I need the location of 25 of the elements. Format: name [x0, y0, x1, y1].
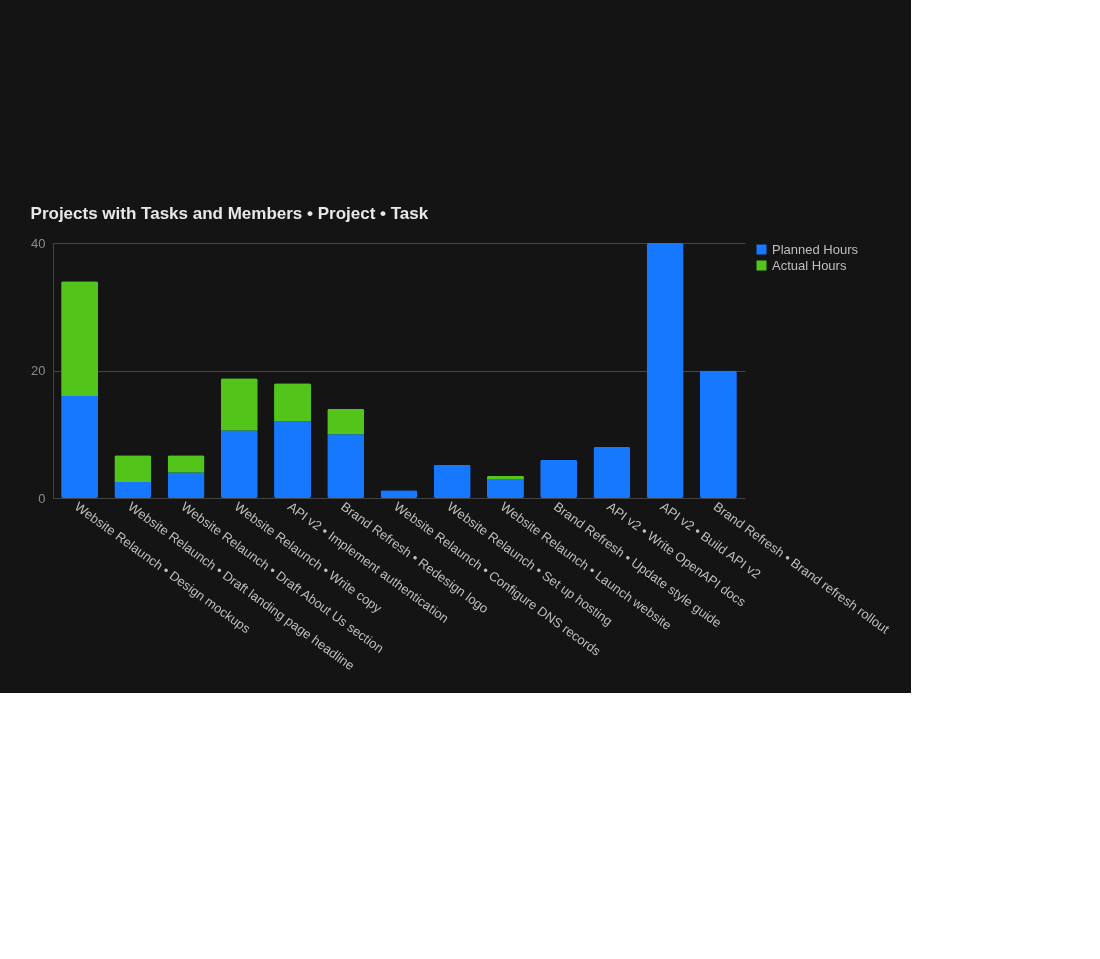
bar	[699, 370, 737, 498]
bar	[220, 430, 258, 498]
bar	[61, 396, 99, 498]
y-tick-label: 20	[31, 363, 46, 378]
bar	[220, 378, 258, 431]
bar	[167, 455, 205, 473]
bar	[274, 383, 312, 422]
bar	[114, 482, 152, 498]
bar	[114, 455, 152, 483]
legend-label: Planned Hours	[772, 241, 859, 257]
bar	[327, 408, 365, 435]
bar	[486, 475, 524, 479]
y-tick-label: 40	[31, 235, 46, 251]
bar	[274, 421, 312, 498]
chart-title: Projects with Tasks and Members • Project • Task	[30, 204, 429, 223]
bar	[540, 459, 578, 498]
bar	[433, 464, 471, 498]
y-tick-label: 0	[38, 490, 46, 506]
bar	[486, 478, 524, 498]
legend-label: Actual Hours	[772, 257, 847, 273]
bar	[61, 281, 99, 396]
bar	[327, 434, 365, 498]
bar	[593, 447, 631, 498]
bar	[646, 243, 684, 498]
bar	[167, 472, 205, 498]
